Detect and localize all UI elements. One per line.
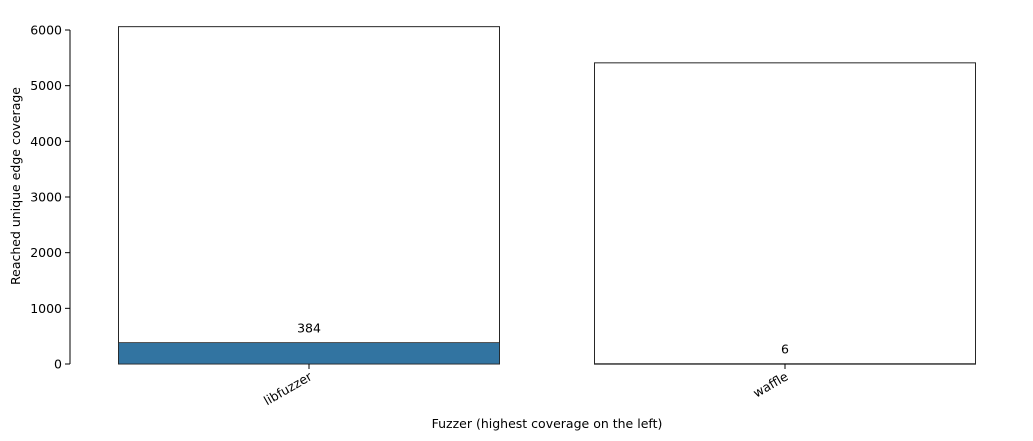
- filled-bars-group: [118, 342, 976, 365]
- y-tick-label: 6000: [30, 23, 62, 38]
- bar-value-label: 6: [781, 342, 789, 357]
- outline-bars-group: [118, 26, 976, 365]
- y-tick-label: 3000: [30, 190, 62, 205]
- outline-bar-libfuzzer: [118, 26, 500, 365]
- y-tick-label: 0: [54, 357, 62, 372]
- bar-labels-group: 384 6: [297, 321, 789, 357]
- x-tick-label: waffle: [750, 368, 790, 400]
- y-tick-label: 1000: [30, 301, 62, 316]
- y-tick-label: 4000: [30, 134, 62, 149]
- x-axis-title: Fuzzer (highest coverage on the left): [432, 416, 663, 431]
- x-axis: libfuzzer waffle: [261, 364, 791, 408]
- outline-bar-waffle: [594, 62, 976, 365]
- filled-bar-libfuzzer: [118, 342, 500, 365]
- y-tick-label: 2000: [30, 245, 62, 260]
- bar-value-label: 384: [297, 321, 321, 336]
- y-axis-title: Reached unique edge coverage: [8, 87, 23, 285]
- y-axis: 0 1000 2000 3000 4000 5000 6000: [30, 23, 71, 372]
- x-tick-label: libfuzzer: [261, 368, 315, 408]
- y-tick-label: 5000: [30, 78, 62, 93]
